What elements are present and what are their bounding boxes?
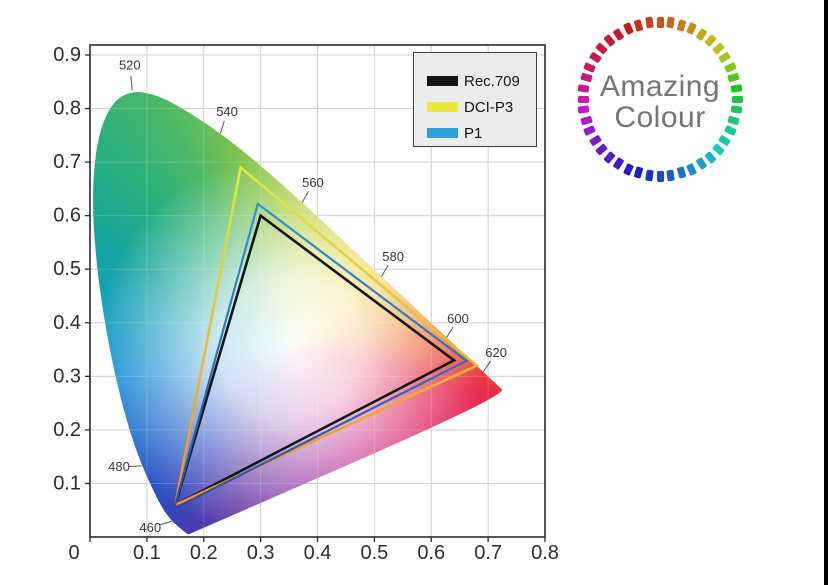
wavelength-leader — [220, 120, 225, 134]
ring-dash — [695, 157, 708, 171]
ring-dash — [686, 162, 698, 176]
legend-label: P1 — [464, 124, 483, 142]
right-edge-strip — [824, 0, 828, 585]
ring-dash — [666, 16, 676, 29]
x-tick-label: 0 — [68, 542, 79, 564]
wavelength-label: 620 — [485, 345, 507, 360]
legend-swatch — [427, 76, 458, 86]
wavelength-leader — [446, 326, 454, 338]
wavelength-label: 580 — [382, 249, 404, 264]
ring-dash — [656, 170, 664, 182]
ring-dash — [711, 143, 725, 156]
legend-row-dci-p3: DCI-P3 — [427, 97, 513, 117]
wavelength-leader — [128, 465, 142, 467]
y-tick-label: 0.6 — [53, 205, 81, 227]
y-tick-label: 0.1 — [53, 472, 81, 494]
amazing-colour-logo: Amazing Colour — [560, 0, 760, 200]
y-tick-label: 0.2 — [53, 419, 81, 441]
ring-dash — [644, 169, 654, 182]
y-tick-label: 0.4 — [53, 312, 81, 334]
gamut-legend: Rec.709 DCI-P3 P1 — [413, 52, 537, 147]
y-tick-label: 0.9 — [53, 44, 81, 66]
ring-dash — [595, 42, 609, 55]
legend-label: Rec.709 — [464, 72, 520, 90]
legend-swatch — [427, 102, 458, 112]
ring-dash — [656, 16, 664, 28]
ring-dash — [603, 34, 616, 48]
gamut-triangle-dci-p3 — [173, 165, 480, 508]
ring-dash — [622, 162, 634, 176]
y-tick-label: 0.5 — [53, 258, 81, 280]
legend-row-p1: P1 — [427, 123, 482, 143]
x-tick-label: 0.2 — [190, 542, 218, 564]
ring-dash — [666, 169, 676, 182]
x-tick-label: 0.5 — [360, 542, 388, 564]
y-tick-label: 0.7 — [53, 151, 81, 173]
gamut-triangle-rec709 — [173, 213, 457, 508]
ring-dash — [718, 51, 732, 64]
ring-dash — [676, 166, 687, 180]
ring-dash — [622, 22, 634, 36]
x-tick-label: 0.1 — [133, 542, 161, 564]
y-tick-label: 0.3 — [53, 365, 81, 387]
wavelength-leader — [381, 264, 389, 277]
ring-dash — [644, 16, 654, 29]
x-tick-label: 0.3 — [247, 542, 275, 564]
wavelength-label: 600 — [447, 311, 469, 326]
legend-row-rec709: Rec.709 — [427, 71, 520, 91]
ring-dash — [612, 27, 625, 41]
wavelength-label: 520 — [119, 58, 141, 73]
ring-dash — [676, 18, 687, 32]
ring-dash — [633, 18, 644, 32]
logo-line1: Amazing — [599, 70, 721, 103]
ring-dash — [612, 157, 625, 171]
x-tick-label: 0.7 — [474, 542, 502, 564]
gamut-triangle-p1 — [172, 202, 469, 511]
legend-label: DCI-P3 — [464, 98, 514, 116]
wavelength-label: 560 — [302, 175, 324, 190]
wavelength-leader — [130, 76, 133, 91]
y-tick-label: 0.8 — [53, 98, 81, 120]
x-tick-label: 0.4 — [304, 542, 332, 564]
wavelength-leader — [159, 520, 173, 526]
x-tick-label: 0.6 — [417, 542, 445, 564]
x-tick-label: 0.8 — [531, 542, 559, 564]
wavelength-leader — [301, 190, 309, 203]
ring-dash — [588, 51, 602, 64]
ring-dash — [633, 166, 644, 180]
legend-swatch — [427, 128, 458, 138]
ring-dash — [686, 22, 698, 36]
logo-text: Amazing Colour — [560, 71, 760, 133]
wavelength-leader — [482, 360, 492, 373]
ring-dash — [704, 150, 717, 164]
logo-line2: Colour — [614, 101, 706, 134]
wavelength-label: 460 — [139, 520, 161, 535]
ring-dash — [718, 134, 732, 147]
wavelength-label: 480 — [108, 459, 130, 474]
wavelength-label: 540 — [216, 104, 238, 119]
